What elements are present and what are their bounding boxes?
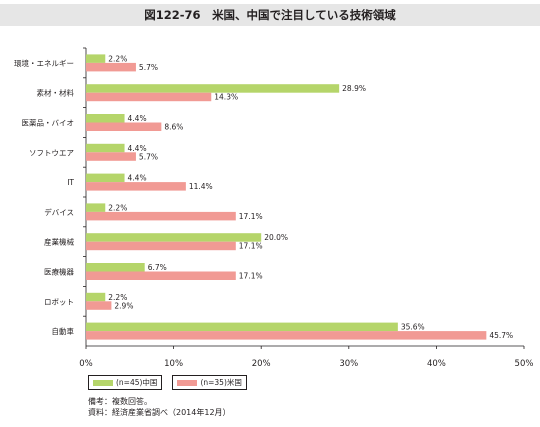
chart-title: 図122-76 米国、中国で注目している技術領域 [144, 8, 396, 22]
legend-label-china: (n=45)中国 [116, 378, 158, 387]
category-label: 産業機械 [44, 237, 74, 247]
data-label-china: 20.0% [264, 233, 288, 242]
data-label-china: 4.4% [128, 144, 147, 153]
bar-china [86, 84, 340, 93]
bar-china [86, 233, 262, 242]
data-label-us: 8.6% [164, 123, 183, 132]
data-label-china: 4.4% [128, 174, 147, 183]
legend-swatch-china [93, 379, 113, 386]
category-label: 自動車 [52, 326, 75, 336]
bar-us [86, 331, 487, 340]
data-label-china: 28.9% [342, 84, 366, 93]
data-label-china: 35.6% [401, 323, 425, 332]
x-tick-label: 20% [252, 359, 271, 369]
category-label: 環境・エネルギー [14, 58, 74, 68]
x-tick-label: 30% [339, 359, 358, 369]
title-bar: 図122-76 米国、中国で注目している技術領域 [0, 4, 540, 26]
bar-us [86, 62, 136, 72]
data-label-us: 5.7% [139, 152, 158, 161]
bar-us [86, 182, 186, 191]
category-label: 素材・材料 [37, 88, 75, 98]
bar-us [86, 241, 236, 251]
bar-china [86, 114, 125, 123]
bar-us [86, 211, 236, 221]
legend-label-us: (n=35)米国 [200, 378, 242, 387]
category-label: 医療機器 [44, 267, 74, 277]
bar-us [86, 92, 212, 102]
x-tick-label: 10% [164, 359, 183, 369]
x-tick-label: 50% [515, 359, 534, 369]
bar-us [86, 271, 236, 280]
legend-item-us: (n=35)米国 [172, 375, 247, 390]
bar-china [86, 203, 106, 212]
data-label-us: 14.3% [214, 93, 238, 102]
data-label-us: 11.4% [189, 182, 213, 191]
bar-us [86, 152, 136, 161]
category-label: デバイス [44, 207, 74, 217]
legend-swatch-us [177, 379, 198, 386]
note-source: 資料：経済産業省調べ（2014年12月） [88, 408, 231, 417]
bar-china [86, 54, 106, 63]
data-label-us: 17.1% [239, 272, 263, 281]
note-remarks: 備考：複数回答。 [88, 397, 152, 406]
data-label-us: 17.1% [239, 242, 263, 251]
bar-us [86, 122, 162, 131]
bar-china [86, 143, 125, 153]
data-label-china: 6.7% [148, 263, 167, 272]
category-label: IT [67, 178, 74, 187]
x-tick-label: 0% [79, 359, 93, 369]
bar-china [86, 292, 106, 302]
bar-china [86, 263, 145, 272]
category-label: ロボット [44, 297, 74, 306]
category-label: 医薬品・バイオ [22, 118, 75, 128]
data-label-china: 4.4% [128, 114, 147, 123]
legend-item-china: (n=45)中国 [88, 375, 163, 390]
legend: (n=45)中国 (n=35)米国 [88, 375, 247, 390]
category-label: ソフトウエア [29, 148, 74, 157]
bar-china [86, 173, 125, 183]
bar-us [86, 301, 112, 310]
data-label-us: 2.9% [114, 301, 133, 310]
data-label-china: 2.2% [108, 293, 127, 302]
notes: 備考：複数回答。 資料：経済産業省調べ（2014年12月） [88, 396, 231, 418]
data-label-us: 5.7% [139, 63, 158, 72]
x-tick-label: 40% [427, 359, 446, 369]
data-label-china: 2.2% [108, 54, 127, 63]
bar-china [86, 322, 398, 332]
data-label-us: 45.7% [489, 331, 513, 340]
data-label-us: 17.1% [239, 212, 263, 221]
data-label-china: 2.2% [108, 203, 127, 212]
